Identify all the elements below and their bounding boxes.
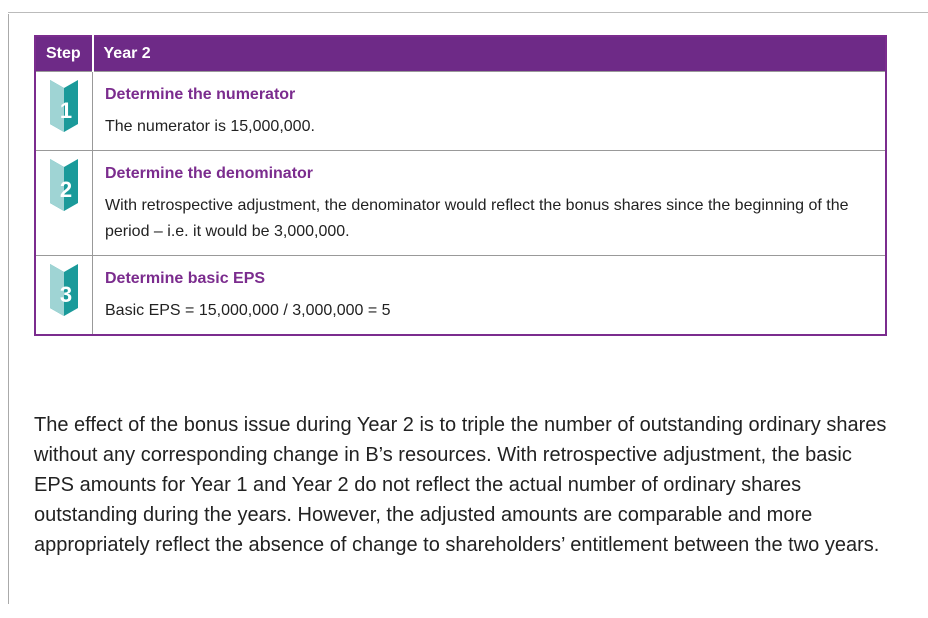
- rule: [8, 14, 9, 604]
- step-title: Determine the denominator: [105, 165, 314, 182]
- paragraph: The effect of the bonus issue during Yea…: [34, 414, 887, 556]
- step-text: Basic EPS = 15,000,000 / 3,000,000 = 5: [105, 302, 391, 319]
- step-cell: 2: [35, 150, 93, 256]
- step-text: With retrospective adjustment, the denom…: [105, 197, 849, 240]
- header-row: Step Year 2: [35, 36, 886, 72]
- step-text: The numerator is 15,000,000.: [105, 118, 315, 135]
- step-row: 3 Determine basic EPS Basic EPS = 15,000,0…: [35, 255, 886, 335]
- header-cell: Step: [35, 36, 93, 72]
- step-row: 2 Determine the denominator With retrospec…: [35, 150, 886, 256]
- step-title: Determine basic EPS: [105, 270, 266, 287]
- step-number: 3: [60, 282, 72, 307]
- step-number: 2: [60, 177, 72, 202]
- rule: [8, 12, 928, 13]
- step-number: 1: [60, 98, 72, 123]
- step-cell: 3: [35, 255, 93, 335]
- step-title: Determine the numerator: [105, 86, 296, 103]
- content-cell: Determine the denominator With retrospect…: [92, 150, 886, 256]
- step-icon: 3: [50, 264, 78, 316]
- chevron-side: [50, 80, 64, 132]
- chevron-side: [50, 264, 64, 316]
- step-cell: 1: [35, 71, 93, 151]
- rows: 1 Determine the numerator The numerator is…: [35, 71, 886, 335]
- content-cell: Determine basic EPS Basic EPS = 15,000,00…: [92, 255, 886, 335]
- header-cell: Year 2: [91, 36, 886, 72]
- steps-table: Step Year 2 1 Determine the numerator The n…: [34, 35, 887, 336]
- step-row: 1 Determine the numerator The numerator is…: [35, 71, 886, 151]
- content-cell: Determine the numerator The numerator is …: [92, 71, 886, 151]
- chevron-side: [50, 159, 64, 211]
- step-icon: 1: [50, 80, 78, 132]
- step-icon: 2: [50, 159, 78, 211]
